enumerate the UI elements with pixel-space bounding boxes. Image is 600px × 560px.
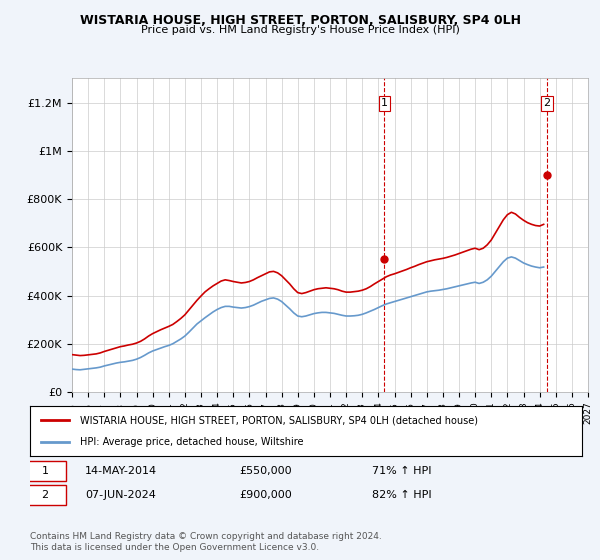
Text: Price paid vs. HM Land Registry's House Price Index (HPI): Price paid vs. HM Land Registry's House … — [140, 25, 460, 35]
Text: £900,000: £900,000 — [240, 490, 293, 500]
Text: 14-MAY-2014: 14-MAY-2014 — [85, 466, 157, 476]
Text: 2: 2 — [543, 99, 550, 109]
Text: 71% ↑ HPI: 71% ↑ HPI — [372, 466, 432, 476]
Text: Contains HM Land Registry data © Crown copyright and database right 2024.
This d: Contains HM Land Registry data © Crown c… — [30, 532, 382, 552]
Text: 07-JUN-2024: 07-JUN-2024 — [85, 490, 156, 500]
Text: WISTARIA HOUSE, HIGH STREET, PORTON, SALISBURY, SP4 0LH: WISTARIA HOUSE, HIGH STREET, PORTON, SAL… — [79, 14, 521, 27]
Text: 2: 2 — [41, 490, 49, 500]
Text: £550,000: £550,000 — [240, 466, 292, 476]
Text: 1: 1 — [41, 466, 49, 476]
FancyBboxPatch shape — [25, 461, 66, 481]
Text: WISTARIA HOUSE, HIGH STREET, PORTON, SALISBURY, SP4 0LH (detached house): WISTARIA HOUSE, HIGH STREET, PORTON, SAL… — [80, 415, 478, 425]
Text: 1: 1 — [381, 99, 388, 109]
Text: 82% ↑ HPI: 82% ↑ HPI — [372, 490, 432, 500]
Text: HPI: Average price, detached house, Wiltshire: HPI: Average price, detached house, Wilt… — [80, 437, 303, 447]
FancyBboxPatch shape — [25, 485, 66, 505]
